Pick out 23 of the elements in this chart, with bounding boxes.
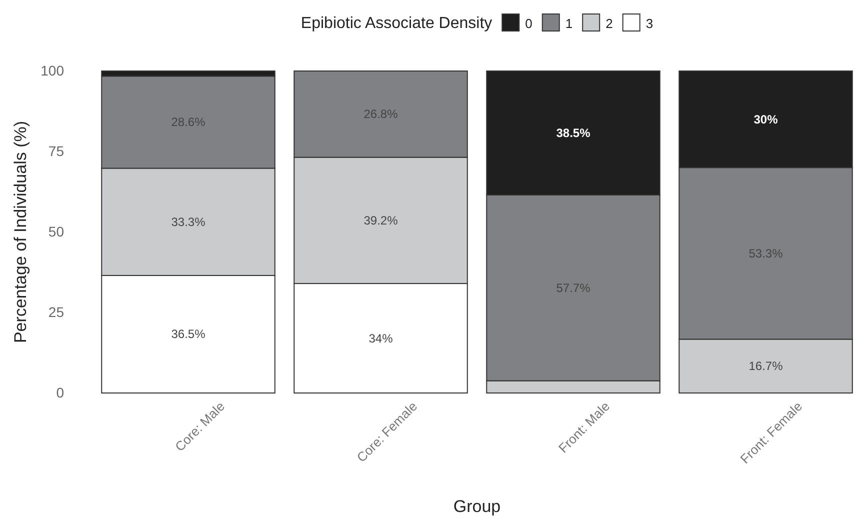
data-label: 38.5% [556,126,591,140]
data-label: 16.7% [748,359,784,374]
legend-title: Epibiotic Associate Density [300,15,492,32]
data-label: 39.2% [364,213,398,228]
y-tick-label: 25 [48,304,64,320]
data-label: 26.8% [364,107,398,122]
data-label: 36.5% [171,327,206,342]
y-tick-label: 75 [48,142,64,159]
y-tick-label: 100 [40,62,64,78]
data-label: 34% [368,331,394,346]
data-label: 28.6% [171,115,206,130]
y-axis-title: Percentage of Individuals (%) [11,120,30,344]
y-tick-label: 50 [48,223,64,240]
legend-label: 2 [606,16,613,31]
data-label: 33.3% [171,214,206,229]
data-label: 57.7% [556,280,591,295]
data-label: 30% [754,112,778,126]
legend-label: 1 [565,16,573,31]
legend-label: 3 [646,16,654,31]
data-label: 53.3% [748,246,784,260]
x-axis-title: Group [453,497,501,516]
legend-label: 0 [525,16,532,31]
y-tick-label: 0 [56,384,64,400]
